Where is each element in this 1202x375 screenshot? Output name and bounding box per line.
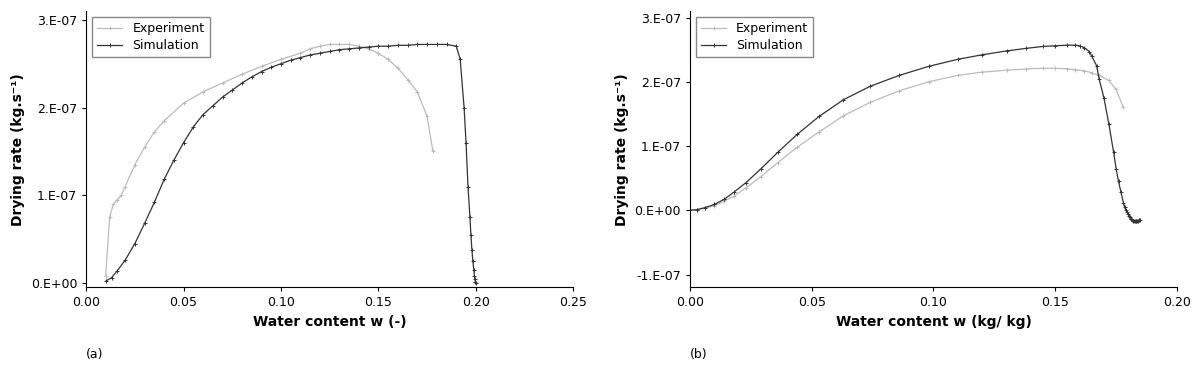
Experiment [303, 46, 317, 51]
Simulation [1130, 219, 1144, 223]
Experiment [726, 194, 740, 198]
Experiment [127, 162, 142, 167]
Experiment [322, 42, 337, 46]
Experiment [99, 274, 113, 278]
Simulation [1060, 43, 1075, 47]
Simulation [1132, 218, 1147, 222]
Experiment [341, 42, 356, 46]
Experiment [332, 42, 346, 46]
Experiment [255, 64, 269, 69]
Experiment [362, 46, 376, 51]
Experiment [707, 204, 721, 208]
Simulation [419, 42, 434, 46]
Simulation [468, 280, 482, 284]
Experiment [147, 130, 161, 134]
Simulation [1127, 219, 1142, 224]
Text: (b): (b) [690, 348, 708, 361]
Simulation [1048, 44, 1063, 48]
Experiment [118, 184, 132, 189]
Legend: Experiment, Simulation: Experiment, Simulation [696, 17, 814, 57]
Experiment [754, 175, 768, 179]
Y-axis label: Drying rate (kg.s⁻¹): Drying rate (kg.s⁻¹) [11, 73, 25, 226]
Experiment [683, 208, 697, 213]
Experiment [739, 186, 754, 190]
Experiment [770, 160, 785, 165]
Text: (a): (a) [87, 348, 103, 361]
Experiment [1048, 66, 1063, 70]
Experiment [419, 114, 434, 118]
Experiment [716, 199, 731, 204]
Simulation [244, 75, 258, 79]
X-axis label: Water content w (-): Water content w (-) [252, 315, 406, 329]
Experiment [177, 101, 191, 105]
Experiment [400, 77, 415, 82]
Experiment [410, 90, 424, 94]
Simulation [410, 42, 424, 46]
Experiment [1067, 68, 1082, 72]
Experiment [391, 66, 405, 70]
Experiment [697, 206, 712, 211]
Experiment [106, 202, 120, 206]
Experiment [790, 145, 804, 150]
Experiment [1077, 69, 1091, 73]
Experiment [1084, 70, 1099, 75]
Line: Simulation: Simulation [688, 43, 1143, 224]
Y-axis label: Drying rate (kg.s⁻¹): Drying rate (kg.s⁻¹) [615, 73, 629, 226]
Experiment [352, 44, 367, 48]
Experiment [234, 72, 249, 76]
Experiment [1109, 87, 1124, 92]
Line: Experiment: Experiment [688, 66, 1126, 213]
Experiment [111, 197, 125, 202]
Simulation [469, 280, 483, 285]
Experiment [690, 207, 704, 212]
Simulation [892, 73, 906, 78]
Experiment [999, 68, 1013, 72]
Experiment [863, 100, 877, 105]
Experiment [892, 88, 906, 93]
Simulation [196, 112, 210, 117]
Experiment [951, 73, 965, 78]
Experiment [157, 118, 172, 123]
Simulation [234, 81, 249, 85]
Line: Experiment: Experiment [103, 42, 435, 278]
Experiment [1091, 73, 1106, 78]
Experiment [215, 81, 230, 85]
Experiment [975, 70, 989, 74]
Experiment [196, 90, 210, 94]
Experiment [1117, 105, 1131, 110]
Simulation [450, 44, 464, 48]
Experiment [114, 193, 129, 198]
Experiment [1101, 78, 1115, 83]
Legend: Experiment, Simulation: Experiment, Simulation [93, 17, 209, 57]
Experiment [1036, 66, 1051, 70]
X-axis label: Water content w (kg/ kg): Water content w (kg/ kg) [835, 315, 1031, 329]
Experiment [922, 80, 936, 84]
Simulation [99, 279, 113, 284]
Experiment [313, 44, 327, 48]
Experiment [426, 149, 440, 154]
Experiment [837, 114, 851, 118]
Experiment [293, 51, 308, 56]
Experiment [371, 51, 386, 56]
Experiment [1060, 67, 1075, 71]
Experiment [811, 130, 826, 134]
Experiment [102, 215, 117, 219]
Simulation [739, 180, 754, 185]
Experiment [137, 145, 151, 149]
Experiment [1019, 67, 1034, 71]
Experiment [381, 57, 395, 62]
Experiment [274, 57, 288, 62]
Simulation [1133, 217, 1148, 222]
Line: Simulation: Simulation [103, 42, 478, 285]
Simulation [811, 114, 826, 119]
Simulation [683, 208, 697, 213]
